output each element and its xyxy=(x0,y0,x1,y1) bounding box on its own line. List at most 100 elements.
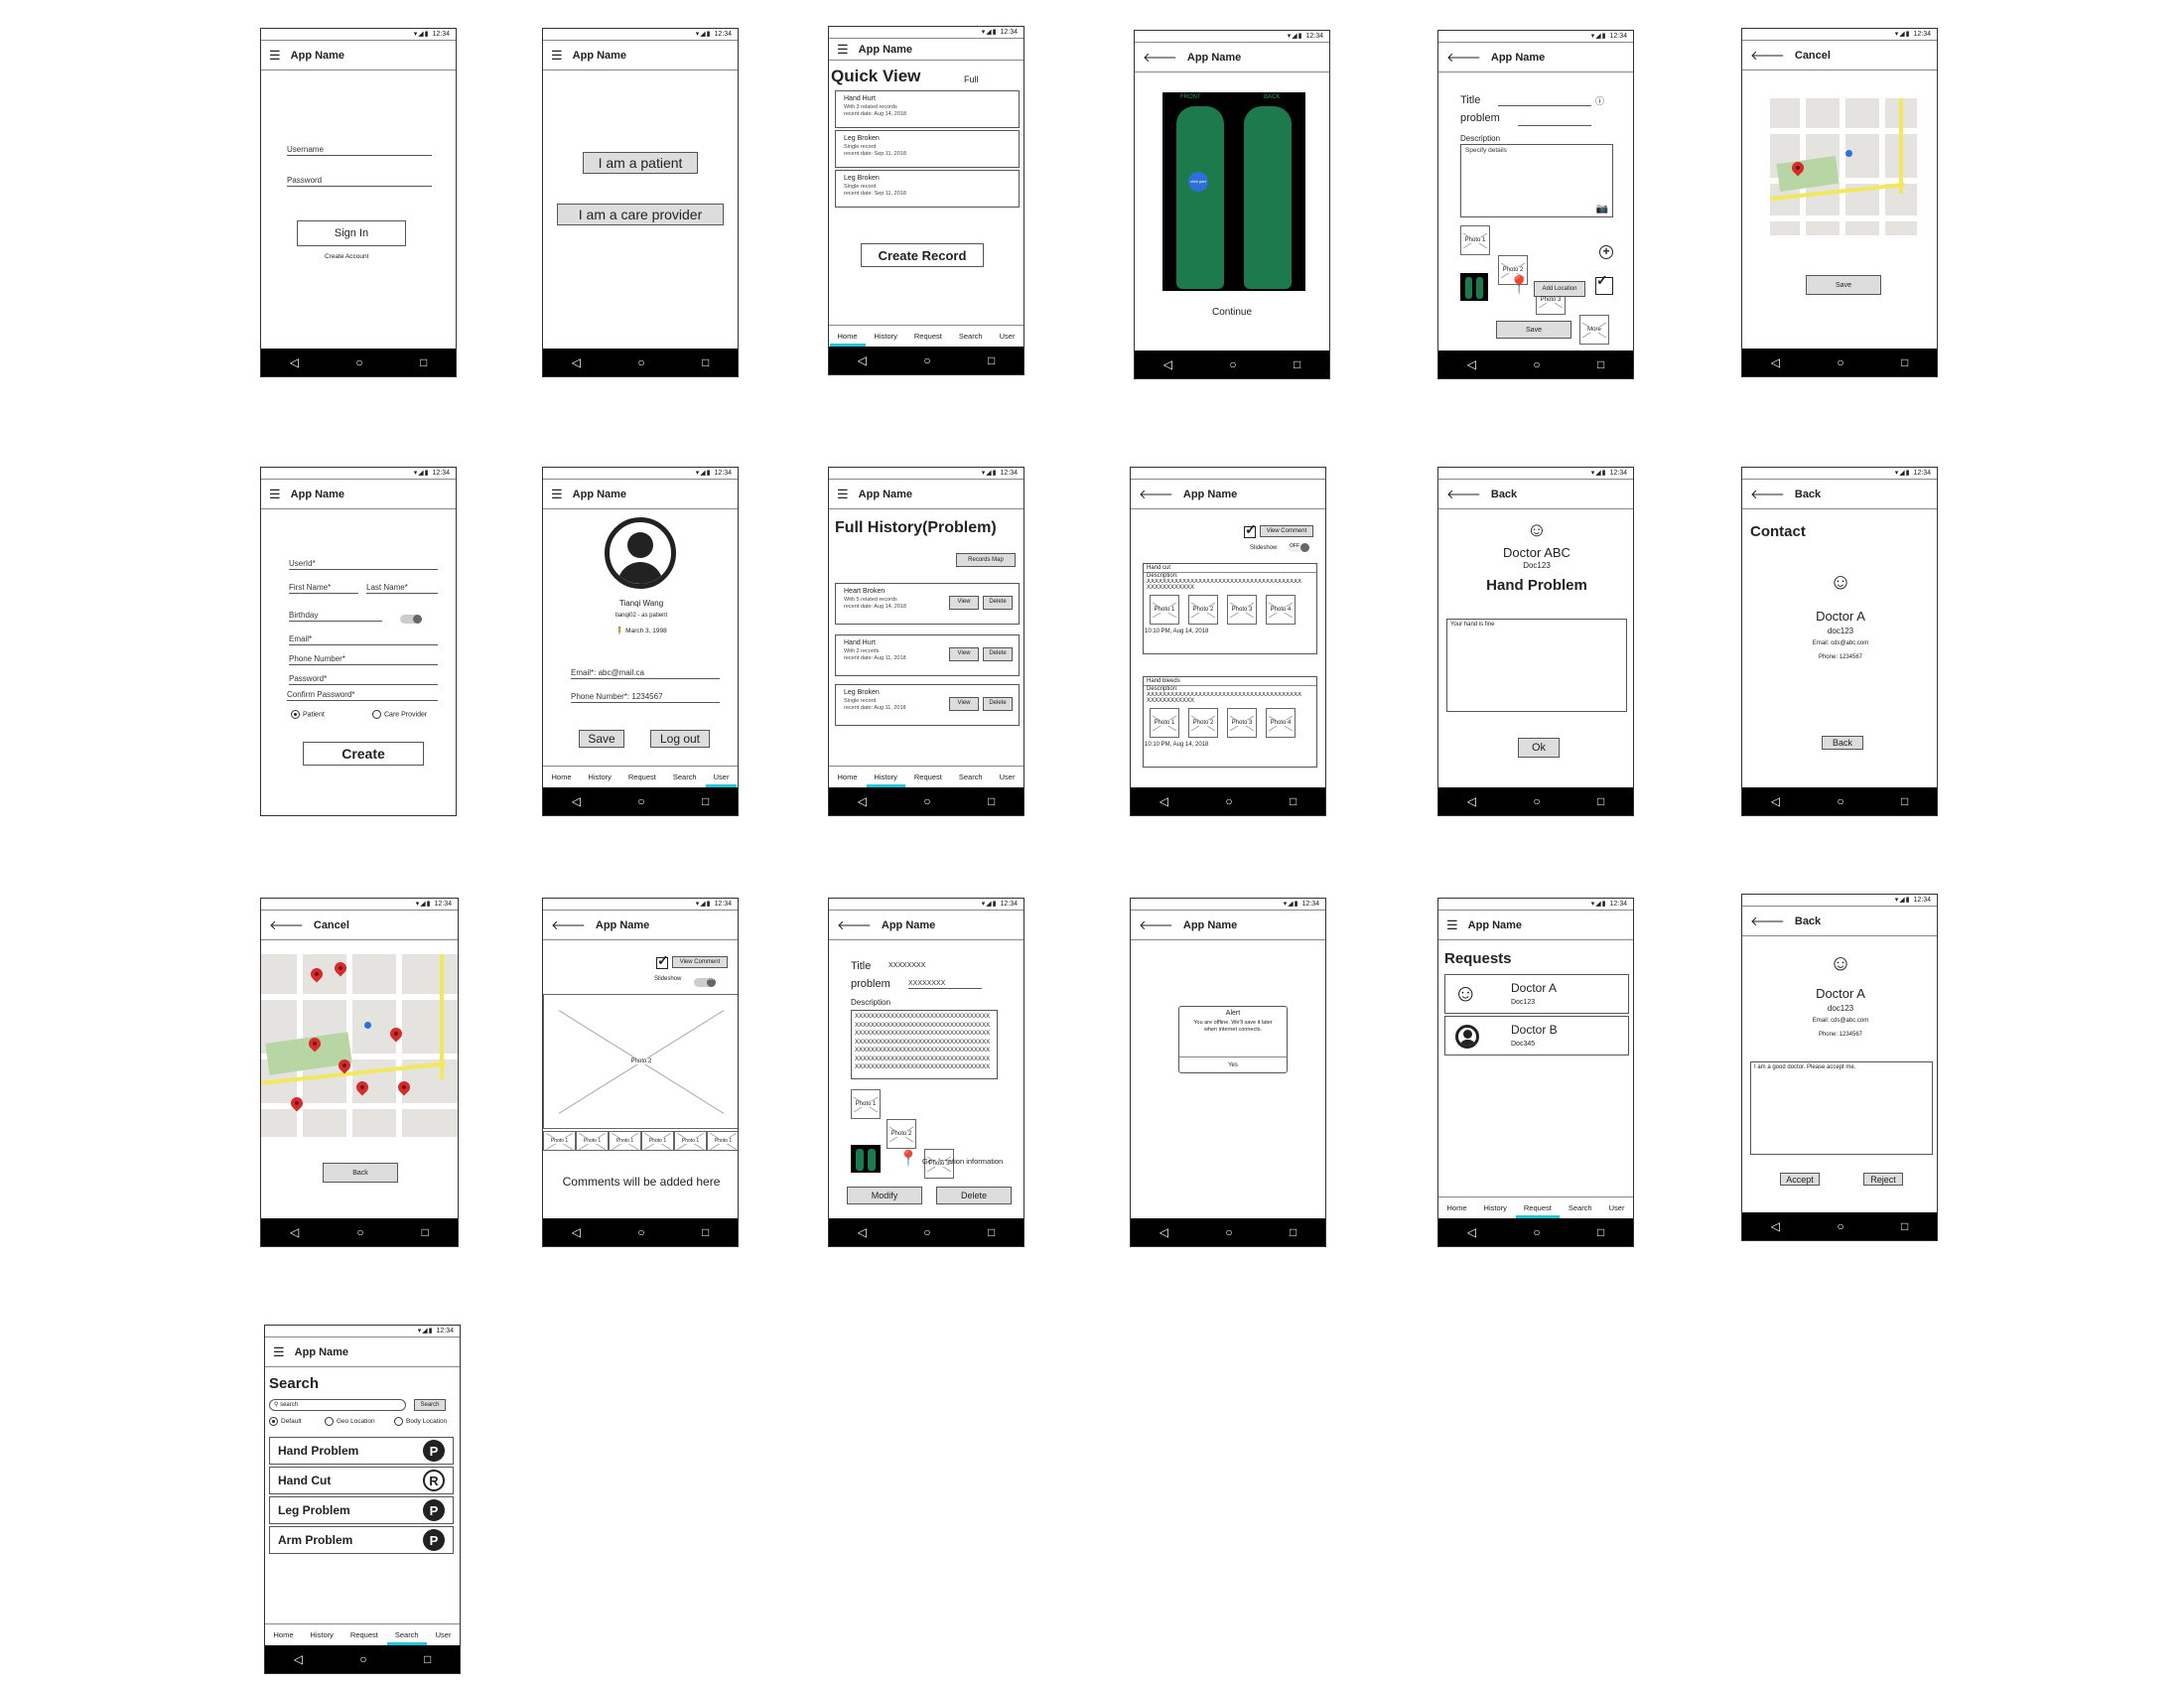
home-nav-icon[interactable]: ○ xyxy=(359,1652,367,1666)
photo-thumb[interactable]: Photo 3 xyxy=(1227,708,1257,738)
history-card[interactable]: Heart Broken With 5 related records rece… xyxy=(835,583,1020,625)
password-field[interactable]: Password xyxy=(287,176,432,187)
menu-icon[interactable]: ☰ xyxy=(269,48,281,63)
tab-request[interactable]: Request xyxy=(913,332,942,341)
search-result[interactable]: Hand Problem P xyxy=(269,1437,454,1465)
patient-radio[interactable]: Patient xyxy=(291,710,325,719)
body-location-radio[interactable]: Body Location xyxy=(394,1417,447,1426)
photo-thumb[interactable]: Photo 4 xyxy=(1266,708,1296,738)
body-thumbnail[interactable] xyxy=(1460,273,1488,301)
back-nav-icon[interactable]: ◁ xyxy=(1770,794,1780,808)
password-field[interactable]: Password* xyxy=(289,674,438,685)
tab-request[interactable]: Request xyxy=(627,773,656,781)
phone-field[interactable]: Phone Number*: 1234567 xyxy=(571,692,720,703)
photo-thumb[interactable]: Photo 1 xyxy=(707,1131,738,1151)
full-toggle[interactable]: Full xyxy=(964,74,979,84)
history-card[interactable]: Leg Broken Single record recent date: Au… xyxy=(835,684,1020,726)
home-nav-icon[interactable]: ○ xyxy=(637,794,645,808)
ok-button[interactable]: Ok xyxy=(1518,738,1560,758)
delete-button[interactable]: Delete xyxy=(936,1187,1012,1204)
search-result[interactable]: Leg Problem P xyxy=(269,1496,454,1524)
home-nav-icon[interactable]: ○ xyxy=(1837,355,1844,369)
photo-thumb[interactable]: Photo 2 xyxy=(1188,708,1218,738)
home-nav-icon[interactable]: ○ xyxy=(637,1225,645,1239)
home-nav-icon[interactable]: ○ xyxy=(1225,1225,1233,1239)
back-body-figure[interactable] xyxy=(1244,106,1292,289)
recent-nav-icon[interactable]: □ xyxy=(1597,794,1605,808)
home-nav-icon[interactable]: ○ xyxy=(923,794,931,808)
more-photos[interactable]: More xyxy=(1579,315,1609,345)
email-field[interactable]: Email* xyxy=(289,634,438,645)
tab-user[interactable]: User xyxy=(999,773,1016,781)
add-photo-icon[interactable]: + xyxy=(1599,245,1613,259)
request-item[interactable]: Doctor B Doc345 xyxy=(1444,1016,1629,1055)
back-nav-icon[interactable]: ◁ xyxy=(1162,357,1172,371)
tab-history[interactable]: History xyxy=(1483,1203,1507,1212)
view-comment-check[interactable] xyxy=(656,952,669,972)
tab-home[interactable]: Home xyxy=(837,773,858,781)
phone-field[interactable]: Phone Number* xyxy=(289,654,438,665)
back-nav-icon[interactable]: ◁ xyxy=(1159,794,1168,808)
menu-icon[interactable]: ☰ xyxy=(1446,917,1458,932)
recent-nav-icon[interactable]: □ xyxy=(421,1225,429,1239)
back-nav-icon[interactable]: ◁ xyxy=(857,794,867,808)
add-location-button[interactable]: Add Location xyxy=(1534,281,1585,297)
home-nav-icon[interactable]: ○ xyxy=(1837,794,1844,808)
history-card[interactable]: Hand Hurt With 2 records recent date: Au… xyxy=(835,634,1020,676)
geo-location-radio[interactable]: Geo Location xyxy=(325,1417,375,1426)
modify-button[interactable]: Modify xyxy=(847,1187,922,1204)
home-nav-icon[interactable]: ○ xyxy=(356,1225,364,1239)
menu-icon[interactable]: ☰ xyxy=(269,487,281,501)
view-comment-button[interactable]: View Comment xyxy=(672,956,728,968)
tab-home[interactable]: Home xyxy=(273,1630,294,1639)
record-card[interactable]: Leg Broken Single record recent date: Se… xyxy=(835,170,1020,208)
reject-button[interactable]: Reject xyxy=(1863,1173,1903,1186)
tab-user[interactable]: User xyxy=(705,773,738,788)
recent-nav-icon[interactable]: □ xyxy=(1290,794,1297,808)
view-button[interactable]: View xyxy=(949,697,979,711)
problem-input[interactable] xyxy=(1518,124,1591,126)
search-button[interactable]: Search xyxy=(414,1399,446,1411)
photo-thumb[interactable]: Photo 2 xyxy=(1498,255,1528,285)
recent-nav-icon[interactable]: □ xyxy=(1597,357,1605,371)
home-nav-icon[interactable]: ○ xyxy=(1225,794,1233,808)
recent-nav-icon[interactable]: □ xyxy=(1901,1219,1909,1233)
delete-button[interactable]: Delete xyxy=(983,596,1013,610)
delete-button[interactable]: Delete xyxy=(983,697,1013,711)
tab-search[interactable]: Search xyxy=(1568,1203,1592,1212)
recent-nav-icon[interactable]: □ xyxy=(702,355,710,369)
save-button[interactable]: Save xyxy=(579,730,624,748)
home-nav-icon[interactable]: ○ xyxy=(1229,357,1237,371)
view-comment-check[interactable] xyxy=(1244,521,1257,541)
confirm-check-icon[interactable] xyxy=(1595,272,1613,295)
photo-thumb[interactable]: Photo 2 xyxy=(887,1119,916,1149)
home-nav-icon[interactable]: ○ xyxy=(1533,794,1541,808)
record-card[interactable]: Leg Broken Single record recent date: Se… xyxy=(835,130,1020,168)
back-arrow-icon[interactable]: 🡐 xyxy=(1139,917,1173,932)
back-nav-icon[interactable]: ◁ xyxy=(571,794,581,808)
first-name-field[interactable]: First Name* xyxy=(289,583,358,594)
request-item[interactable]: ☺ Doctor A Doc123 xyxy=(1444,974,1629,1014)
view-comment-button[interactable]: View Comment xyxy=(1260,525,1313,537)
back-nav-icon[interactable]: ◁ xyxy=(1466,794,1476,808)
home-nav-icon[interactable]: ○ xyxy=(923,353,931,367)
userid-field[interactable]: UserId* xyxy=(289,559,438,570)
photo-thumb[interactable]: Photo 1 xyxy=(576,1131,609,1151)
search-result[interactable]: Arm Problem P xyxy=(269,1526,454,1554)
photo-thumb[interactable]: Photo 3 xyxy=(924,1149,954,1179)
records-map[interactable] xyxy=(261,954,458,1137)
front-body-figure[interactable] xyxy=(1176,106,1224,289)
back-arrow-icon[interactable]: 🡐 xyxy=(551,917,586,932)
home-nav-icon[interactable]: ○ xyxy=(923,1225,931,1239)
back-arrow-icon[interactable]: 🡐 xyxy=(1750,487,1785,501)
create-button[interactable]: Create xyxy=(303,742,424,766)
tab-search[interactable]: Search xyxy=(958,332,983,341)
back-button[interactable]: Back xyxy=(1822,736,1863,750)
menu-icon[interactable]: ☰ xyxy=(837,487,849,501)
photo-thumb[interactable]: Photo 2 xyxy=(1188,595,1218,625)
back-nav-icon[interactable]: ◁ xyxy=(1770,355,1780,369)
menu-icon[interactable]: ☰ xyxy=(551,48,563,63)
tab-history[interactable]: History xyxy=(874,332,897,341)
selected-part-marker[interactable]: click part xyxy=(1188,172,1208,192)
back-nav-icon[interactable]: ◁ xyxy=(289,355,299,369)
